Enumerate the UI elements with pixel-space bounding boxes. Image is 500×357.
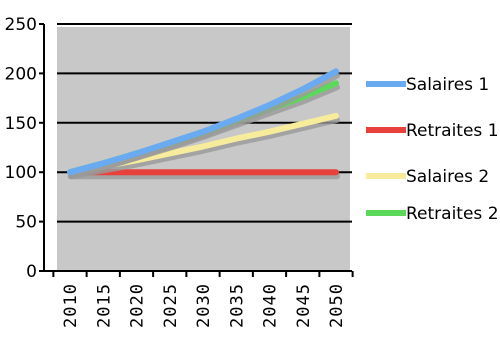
x-tick-label: 2025 bbox=[161, 283, 181, 328]
legend-label: Retraites 2 bbox=[406, 204, 499, 224]
legend-label: Retraites 1 bbox=[406, 121, 499, 141]
series-shadow bbox=[68, 72, 340, 180]
y-tick-label: 50 bbox=[15, 213, 37, 233]
y-tick-label: 150 bbox=[5, 114, 37, 134]
x-tick-label: 2050 bbox=[327, 283, 347, 328]
series-shadow bbox=[68, 116, 340, 180]
legend-label: Salaires 2 bbox=[406, 167, 489, 187]
y-tick-label: 0 bbox=[26, 262, 37, 282]
y-tick-label: 100 bbox=[5, 163, 37, 183]
series-lines bbox=[67, 68, 340, 180]
y-tick-label: 200 bbox=[5, 64, 37, 84]
x-axis-ticks: 2010 2015 2020 2025 2030 2035 2040 2045 2050 bbox=[52, 271, 354, 328]
x-tick-label: 2035 bbox=[227, 283, 247, 328]
x-tick-label: 2020 bbox=[128, 283, 148, 328]
x-tick-label: 2015 bbox=[94, 283, 114, 328]
x-tick-label: 2010 bbox=[61, 283, 81, 328]
x-tick-label: 2040 bbox=[261, 283, 281, 328]
y-axis-ticks: 0 50 100 150 200 250 bbox=[5, 15, 44, 282]
series-line-salaires-1 bbox=[67, 68, 339, 176]
legend: Salaires 1 Retraites 1 Salaires 2 Retraites… bbox=[366, 75, 499, 224]
y-tick-label: 250 bbox=[5, 15, 37, 35]
x-tick-label: 2045 bbox=[294, 283, 314, 328]
x-tick-label: 2030 bbox=[194, 283, 214, 328]
legend-label: Salaires 1 bbox=[406, 75, 489, 95]
